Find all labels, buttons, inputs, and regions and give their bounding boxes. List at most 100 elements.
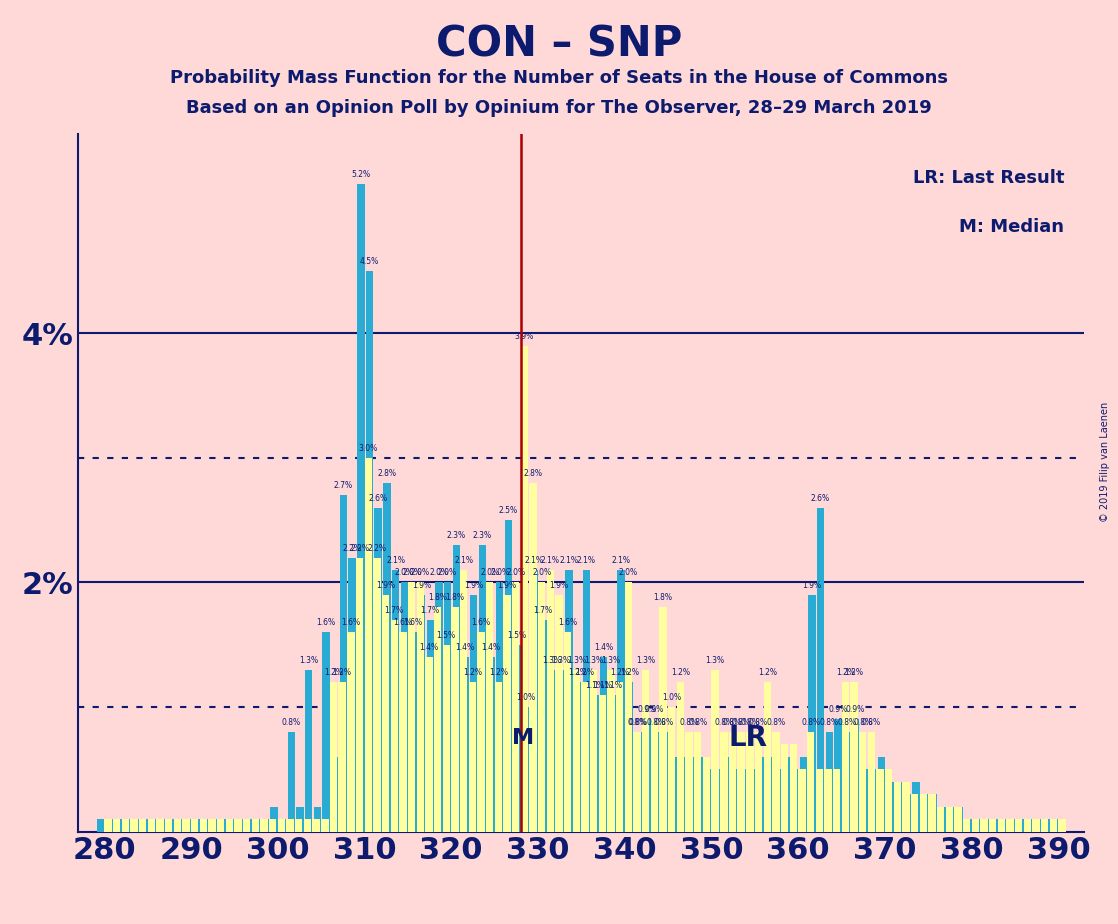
Bar xyxy=(921,795,928,832)
Bar xyxy=(547,570,555,832)
Bar xyxy=(572,670,580,832)
Text: 2.1%: 2.1% xyxy=(386,556,405,565)
Bar xyxy=(600,657,607,832)
Bar xyxy=(582,570,590,832)
Bar xyxy=(963,820,970,832)
Text: 1.2%: 1.2% xyxy=(758,668,777,677)
Bar xyxy=(260,820,268,832)
Bar xyxy=(581,682,589,832)
Text: 1.2%: 1.2% xyxy=(324,668,343,677)
Bar xyxy=(364,458,372,832)
Text: 0.8%: 0.8% xyxy=(689,718,708,727)
Bar xyxy=(331,757,339,832)
Bar xyxy=(252,820,259,832)
Text: 2.1%: 2.1% xyxy=(541,556,560,565)
Bar xyxy=(148,820,155,832)
Bar xyxy=(201,820,208,832)
Text: 1.3%: 1.3% xyxy=(705,656,724,664)
Bar xyxy=(330,682,338,832)
Text: 2.2%: 2.2% xyxy=(350,543,369,553)
Bar xyxy=(217,820,225,832)
Text: 1.9%: 1.9% xyxy=(803,581,822,590)
Bar xyxy=(496,582,503,832)
Bar xyxy=(366,271,373,832)
Text: 1.4%: 1.4% xyxy=(594,643,614,652)
Bar xyxy=(521,346,528,832)
Text: M: M xyxy=(512,728,534,748)
Bar xyxy=(417,582,424,832)
Bar xyxy=(625,582,632,832)
Bar xyxy=(599,695,606,832)
Bar xyxy=(843,732,851,832)
Bar xyxy=(494,682,502,832)
Bar xyxy=(139,820,146,832)
Text: 1.2%: 1.2% xyxy=(671,668,690,677)
Bar xyxy=(339,682,345,832)
Bar xyxy=(1050,820,1058,832)
Bar xyxy=(694,732,701,832)
Bar xyxy=(123,820,131,832)
Bar xyxy=(773,732,779,832)
Bar xyxy=(780,745,788,832)
Bar xyxy=(486,582,493,832)
Bar xyxy=(1059,820,1065,832)
Bar xyxy=(305,670,312,832)
Bar xyxy=(842,682,849,832)
Text: Probability Mass Function for the Number of Seats in the House of Commons: Probability Mass Function for the Number… xyxy=(170,69,948,87)
Text: 0.9%: 0.9% xyxy=(845,706,865,714)
Bar xyxy=(269,820,276,832)
Text: 1.2%: 1.2% xyxy=(610,668,629,677)
Bar xyxy=(591,695,599,832)
Bar xyxy=(295,820,303,832)
Text: 2.0%: 2.0% xyxy=(480,568,500,578)
Bar xyxy=(616,682,624,832)
Bar xyxy=(955,807,961,832)
Bar xyxy=(245,820,252,832)
Bar xyxy=(756,757,764,832)
Bar xyxy=(176,820,182,832)
Bar xyxy=(167,820,173,832)
Bar xyxy=(531,570,538,832)
Text: 4.5%: 4.5% xyxy=(360,257,379,266)
Bar xyxy=(208,820,216,832)
Bar xyxy=(399,632,407,832)
Bar xyxy=(825,732,833,832)
Text: 1.2%: 1.2% xyxy=(463,668,482,677)
Bar xyxy=(980,820,987,832)
Bar xyxy=(930,795,937,832)
Bar xyxy=(790,770,798,832)
Bar xyxy=(227,820,235,832)
Bar xyxy=(626,682,634,832)
Bar xyxy=(470,595,477,832)
Bar xyxy=(418,595,425,832)
Bar xyxy=(434,607,442,832)
Bar xyxy=(1015,820,1023,832)
Bar xyxy=(375,507,382,832)
Text: 5.2%: 5.2% xyxy=(351,170,370,179)
Bar xyxy=(947,807,955,832)
Text: 1.3%: 1.3% xyxy=(585,656,604,664)
Text: 1.3%: 1.3% xyxy=(601,656,620,664)
Bar xyxy=(730,770,738,832)
Text: 1.7%: 1.7% xyxy=(420,606,439,614)
Text: 2.0%: 2.0% xyxy=(438,568,457,578)
Bar xyxy=(1042,820,1050,832)
Text: CON – SNP: CON – SNP xyxy=(436,23,682,65)
Text: 1.8%: 1.8% xyxy=(428,593,447,602)
Text: 2.5%: 2.5% xyxy=(499,506,518,516)
Bar xyxy=(815,770,823,832)
Bar xyxy=(1032,820,1040,832)
Bar xyxy=(548,670,556,832)
Bar xyxy=(685,732,693,832)
Bar xyxy=(720,732,728,832)
Bar xyxy=(652,732,660,832)
Text: 1.5%: 1.5% xyxy=(437,631,456,639)
Bar xyxy=(468,682,476,832)
Text: 2.0%: 2.0% xyxy=(490,568,509,578)
Text: 1.2%: 1.2% xyxy=(576,668,595,677)
Bar xyxy=(834,720,842,832)
Bar xyxy=(104,820,112,832)
Text: 0.8%: 0.8% xyxy=(766,718,786,727)
Text: 1.3%: 1.3% xyxy=(300,656,319,664)
Bar xyxy=(113,820,121,832)
